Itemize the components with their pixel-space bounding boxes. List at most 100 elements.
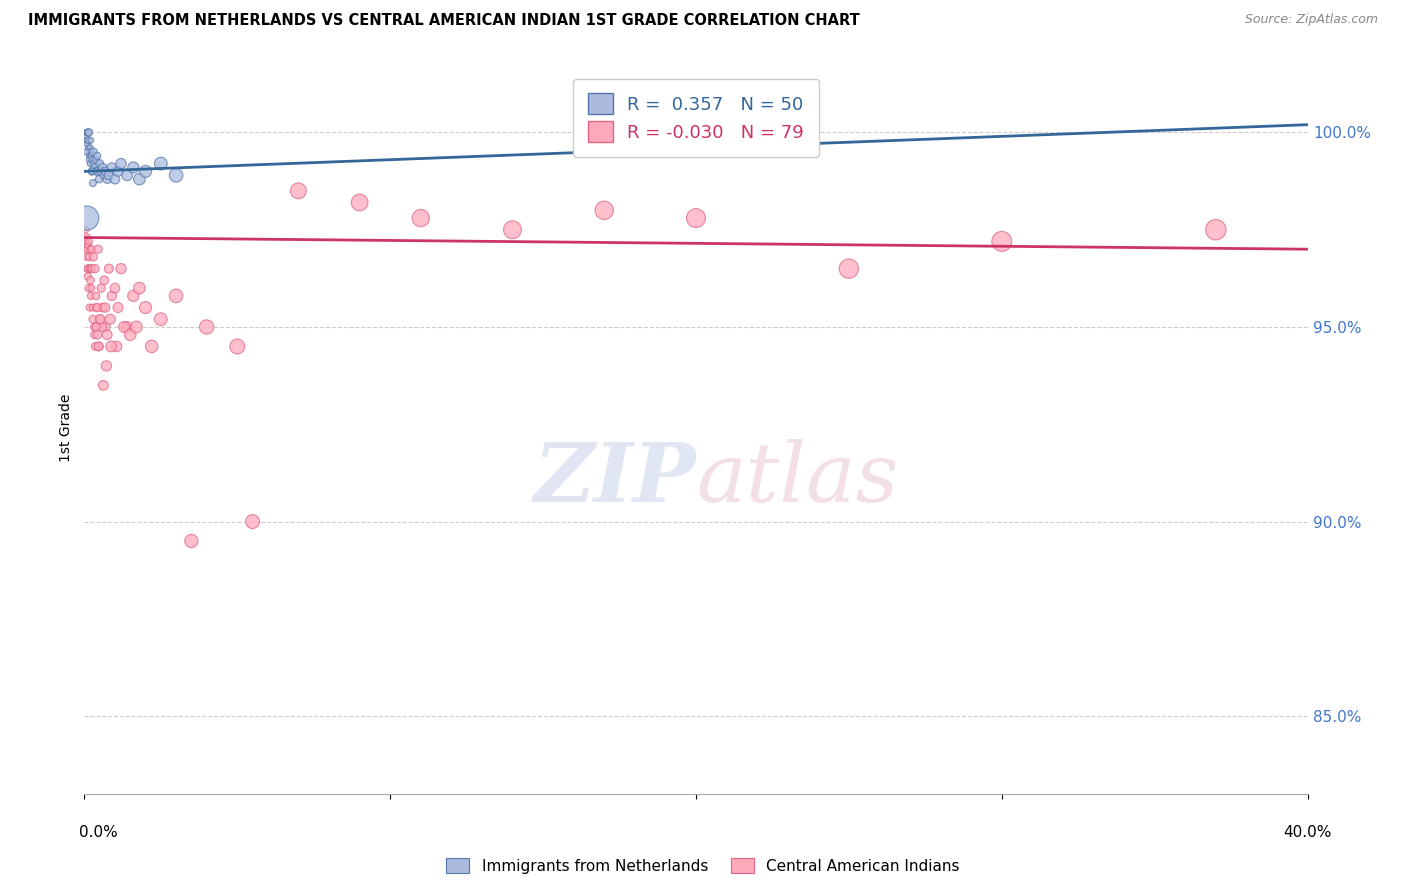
Point bbox=[100, 339, 122, 353]
Point bbox=[165, 289, 187, 303]
Point bbox=[122, 289, 145, 303]
Point bbox=[1205, 223, 1227, 237]
Point bbox=[80, 261, 103, 276]
Point bbox=[76, 211, 98, 225]
Point bbox=[195, 320, 218, 334]
Point bbox=[75, 235, 97, 249]
Point bbox=[77, 126, 100, 140]
Point bbox=[76, 126, 98, 140]
Point bbox=[77, 250, 100, 264]
Point bbox=[75, 242, 97, 256]
Point bbox=[89, 312, 111, 326]
Point bbox=[84, 289, 107, 303]
Point bbox=[83, 250, 105, 264]
Point bbox=[79, 273, 101, 287]
Text: 0.0%: 0.0% bbox=[79, 825, 118, 840]
Point bbox=[89, 156, 111, 170]
Point bbox=[349, 195, 371, 210]
Point bbox=[82, 176, 104, 190]
Text: ZIP: ZIP bbox=[533, 440, 696, 519]
Point bbox=[141, 339, 163, 353]
Point bbox=[79, 153, 101, 167]
Point bbox=[125, 320, 148, 334]
Point bbox=[98, 312, 121, 326]
Text: 40.0%: 40.0% bbox=[1284, 825, 1331, 840]
Point bbox=[110, 261, 132, 276]
Point bbox=[149, 156, 172, 170]
Point bbox=[593, 203, 616, 218]
Point bbox=[80, 164, 103, 178]
Point bbox=[180, 533, 202, 548]
Point bbox=[91, 378, 114, 392]
Point bbox=[79, 261, 101, 276]
Point bbox=[83, 320, 105, 334]
Point bbox=[287, 184, 309, 198]
Text: IMMIGRANTS FROM NETHERLANDS VS CENTRAL AMERICAN INDIAN 1ST GRADE CORRELATION CHA: IMMIGRANTS FROM NETHERLANDS VS CENTRAL A… bbox=[28, 13, 860, 29]
Point bbox=[76, 126, 98, 140]
Point bbox=[83, 156, 105, 170]
Point bbox=[76, 230, 98, 244]
Point bbox=[685, 211, 707, 225]
Point bbox=[97, 168, 120, 182]
Y-axis label: 1st Grade: 1st Grade bbox=[59, 394, 73, 462]
Point bbox=[91, 301, 114, 315]
Point bbox=[94, 301, 117, 315]
Point bbox=[80, 242, 103, 256]
Legend: R =  0.357   N = 50, R = -0.030   N = 79: R = 0.357 N = 50, R = -0.030 N = 79 bbox=[574, 78, 818, 157]
Point bbox=[77, 141, 100, 155]
Point bbox=[87, 339, 110, 353]
Legend: Immigrants from Netherlands, Central American Indians: Immigrants from Netherlands, Central Ame… bbox=[440, 852, 966, 880]
Point bbox=[128, 281, 150, 295]
Point bbox=[79, 242, 101, 256]
Point bbox=[115, 320, 138, 334]
Point bbox=[80, 261, 103, 276]
Text: atlas: atlas bbox=[696, 440, 898, 519]
Point bbox=[76, 242, 98, 256]
Point bbox=[90, 281, 112, 295]
Point bbox=[77, 238, 100, 252]
Point bbox=[242, 515, 264, 529]
Point bbox=[80, 145, 103, 159]
Point bbox=[82, 312, 104, 326]
Point bbox=[77, 145, 100, 159]
Point bbox=[685, 126, 707, 140]
Point bbox=[149, 312, 172, 326]
Point bbox=[76, 261, 98, 276]
Point bbox=[82, 301, 104, 315]
Point bbox=[165, 168, 187, 182]
Point bbox=[93, 168, 115, 182]
Point bbox=[107, 164, 129, 178]
Point bbox=[80, 289, 103, 303]
Point bbox=[93, 273, 115, 287]
Point bbox=[84, 339, 107, 353]
Point bbox=[87, 339, 110, 353]
Point bbox=[86, 149, 108, 163]
Point bbox=[76, 250, 98, 264]
Point bbox=[86, 301, 108, 315]
Point bbox=[107, 301, 129, 315]
Point bbox=[409, 211, 432, 225]
Point bbox=[84, 261, 107, 276]
Point bbox=[101, 161, 124, 175]
Point bbox=[86, 164, 108, 178]
Point bbox=[80, 164, 103, 178]
Point bbox=[91, 320, 114, 334]
Point bbox=[128, 172, 150, 186]
Point bbox=[97, 261, 120, 276]
Point bbox=[86, 327, 108, 342]
Point bbox=[75, 223, 97, 237]
Point bbox=[82, 153, 104, 167]
Point bbox=[101, 289, 124, 303]
Point bbox=[75, 126, 97, 140]
Point bbox=[90, 164, 112, 178]
Point bbox=[502, 223, 524, 237]
Point bbox=[84, 153, 107, 167]
Point bbox=[991, 235, 1014, 249]
Point bbox=[80, 281, 103, 295]
Point bbox=[135, 164, 157, 178]
Point bbox=[104, 172, 127, 186]
Point bbox=[122, 161, 145, 175]
Point bbox=[104, 281, 127, 295]
Point bbox=[77, 126, 100, 140]
Point bbox=[77, 261, 100, 276]
